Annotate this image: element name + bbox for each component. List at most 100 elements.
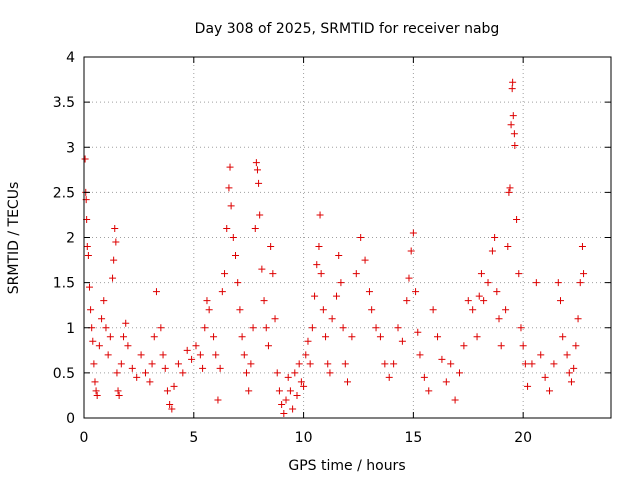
data-point (510, 130, 518, 138)
data-point (376, 333, 384, 341)
data-point (87, 306, 95, 314)
data-point (333, 292, 341, 300)
data-point (152, 288, 160, 296)
data-point (273, 369, 281, 377)
data-point (438, 355, 446, 363)
data-point (308, 324, 316, 332)
data-point (282, 396, 290, 404)
data-point (137, 351, 145, 359)
data-point (91, 378, 99, 386)
data-point (300, 382, 308, 390)
data-point (491, 234, 499, 241)
data-point (166, 400, 174, 408)
data-point (394, 324, 402, 332)
data-point (313, 261, 321, 269)
data-point (223, 224, 231, 232)
data-point (201, 324, 209, 332)
data-point (104, 351, 112, 359)
data-point (302, 351, 310, 359)
y-tick-label: 0 (66, 411, 75, 427)
data-point (493, 288, 501, 296)
data-point (368, 306, 376, 314)
data-point (519, 342, 527, 350)
data-point (559, 333, 567, 341)
data-point (225, 184, 233, 192)
data-point (504, 243, 512, 251)
data-point (174, 360, 182, 368)
data-point (221, 270, 229, 278)
data-point (464, 297, 472, 305)
data-point (497, 342, 505, 350)
data-point (344, 378, 351, 386)
data-point (93, 391, 101, 399)
data-point (163, 387, 171, 395)
data-point (122, 319, 130, 327)
data-point (328, 315, 336, 323)
data-point (109, 274, 117, 282)
data-point (570, 364, 578, 372)
data-point (495, 315, 503, 323)
data-point (319, 306, 327, 314)
data-point (141, 369, 149, 377)
data-point (247, 360, 255, 368)
data-point (100, 297, 108, 305)
data-point (214, 396, 222, 404)
data-point (541, 373, 549, 381)
data-point (455, 369, 463, 377)
data-point (556, 297, 564, 305)
y-tick-label: 3 (66, 140, 75, 156)
data-point (407, 247, 415, 255)
data-point (227, 202, 235, 210)
y-tick-label: 1.5 (53, 276, 75, 292)
data-point (275, 387, 283, 395)
data-point (511, 141, 519, 149)
data-point (269, 270, 277, 278)
data-point (115, 391, 123, 399)
data-point (480, 297, 488, 305)
data-point (484, 279, 492, 287)
data-point (264, 342, 272, 350)
data-point (210, 333, 218, 341)
x-tick-label: 10 (295, 430, 313, 446)
data-point (567, 378, 575, 386)
data-point (159, 351, 167, 359)
data-point (255, 179, 263, 187)
data-point (365, 288, 373, 296)
data-point (528, 360, 536, 368)
data-point (574, 315, 582, 323)
y-axis-label: SRMTID / TECUs (6, 182, 22, 295)
data-point (133, 373, 141, 381)
data-point (157, 324, 165, 332)
data-point (271, 315, 279, 323)
data-point (234, 279, 242, 287)
data-points (81, 78, 588, 417)
data-point (199, 364, 207, 372)
data-point (442, 378, 450, 386)
data-point (216, 364, 224, 372)
data-point (168, 405, 176, 413)
data-point (405, 274, 413, 282)
data-point (506, 184, 514, 192)
data-point (295, 360, 303, 368)
data-point (251, 224, 259, 232)
data-point (232, 252, 240, 260)
data-point (113, 369, 121, 377)
data-point (262, 324, 270, 332)
data-point (203, 297, 211, 305)
data-point (311, 292, 319, 300)
data-point (150, 333, 158, 341)
data-point (98, 315, 106, 323)
data-point (306, 360, 314, 368)
data-point (563, 351, 571, 359)
data-point (84, 252, 92, 260)
data-point (509, 78, 517, 86)
data-point (513, 215, 521, 223)
data-point (293, 391, 301, 399)
data-point (515, 270, 523, 278)
data-point (192, 342, 200, 350)
data-point (280, 409, 288, 417)
data-point (372, 324, 380, 332)
y-tick-label: 2.5 (53, 185, 75, 201)
data-point (291, 369, 299, 377)
